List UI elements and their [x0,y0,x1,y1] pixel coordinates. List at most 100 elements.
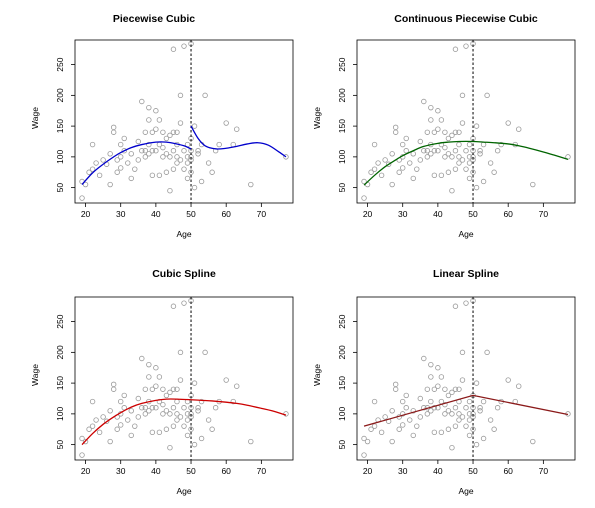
data-point [421,355,427,362]
data-point [491,426,497,432]
data-point [191,123,198,129]
chart-title: Linear Spline [433,268,499,280]
data-point [438,172,445,179]
chart-title: Cubic Spline [152,268,216,280]
data-point [452,148,459,154]
data-point [431,405,438,411]
data-point [410,175,416,182]
data-point [410,408,416,414]
x-tick-label: 20 [81,466,91,476]
data-point [170,386,177,392]
x-tick-label: 20 [81,209,91,219]
data-point [417,395,423,402]
data-point [118,141,124,148]
data-point [118,398,124,405]
data-point [248,181,254,188]
y-tick-label: 50 [55,183,65,193]
y-tick-label: 200 [337,88,347,102]
data-point [153,126,159,132]
data-point [146,141,152,148]
data-point [107,181,113,188]
panel-linear-spline: Linear Spline Age Wage 20 30 40 50 60 70 50 100… [312,268,576,496]
data-point [421,148,427,154]
data-point [107,408,113,414]
data-point [498,141,504,148]
data-point [163,135,170,142]
data-point [361,435,367,442]
data-point [93,417,99,423]
data-point [470,426,476,432]
data-point [184,154,191,160]
data-point [170,423,177,429]
x-tick-label: 70 [539,209,549,219]
fit-curve [363,140,569,186]
data-point [466,154,473,160]
y-tick-label: 150 [55,376,65,390]
data-point [93,160,99,166]
data-point [435,108,441,114]
data-point [484,92,490,99]
data-point [96,172,103,179]
data-point [431,429,438,436]
data-point [174,160,180,166]
data-point [424,154,431,160]
data-point [118,154,124,160]
data-point [459,92,466,99]
data-point [403,135,409,142]
data-point [428,361,434,368]
x-tick-label: 40 [433,466,443,476]
data-point [480,141,487,148]
data-point [142,405,149,411]
data-point [424,386,431,392]
data-point [181,423,187,429]
data-point [505,377,511,383]
data-point [449,389,455,396]
data-point [89,398,96,405]
data-point [89,166,96,172]
data-point [86,169,92,175]
data-point [361,195,367,201]
data-point [452,166,459,172]
data-point [230,398,236,405]
x-tick-label: 50 [468,209,478,219]
data-point [184,411,191,417]
data-point [184,160,191,166]
data-point [417,138,423,145]
y-tick-label: 200 [337,345,347,359]
data-point [392,381,399,388]
data-point [195,148,201,154]
data-point [234,126,240,132]
data-point [156,117,163,123]
data-point [149,172,156,179]
data-point [371,398,378,405]
x-tick-label: 30 [398,209,408,219]
data-point [170,303,177,309]
data-point [438,374,445,380]
data-point [452,46,459,52]
data-point [361,178,367,185]
data-point [223,377,229,383]
data-point [142,129,149,135]
data-point [494,405,501,411]
data-point [382,157,388,163]
data-point [473,123,480,129]
data-point [184,417,191,423]
plot-frame [356,39,576,204]
data-point [142,386,149,392]
y-tick-label: 200 [55,88,65,102]
data-point [431,148,438,154]
data-point [89,423,96,429]
data-point [400,411,406,417]
data-point [139,148,145,154]
data-point [400,165,406,171]
data-point [431,386,438,392]
data-point [107,438,113,445]
data-point [212,405,219,411]
data-point [181,43,187,49]
data-point [389,408,395,414]
data-point [107,151,113,157]
data-point [459,120,466,126]
x-tick-label: 30 [116,466,126,476]
data-point [431,172,438,179]
data-point [435,148,441,154]
